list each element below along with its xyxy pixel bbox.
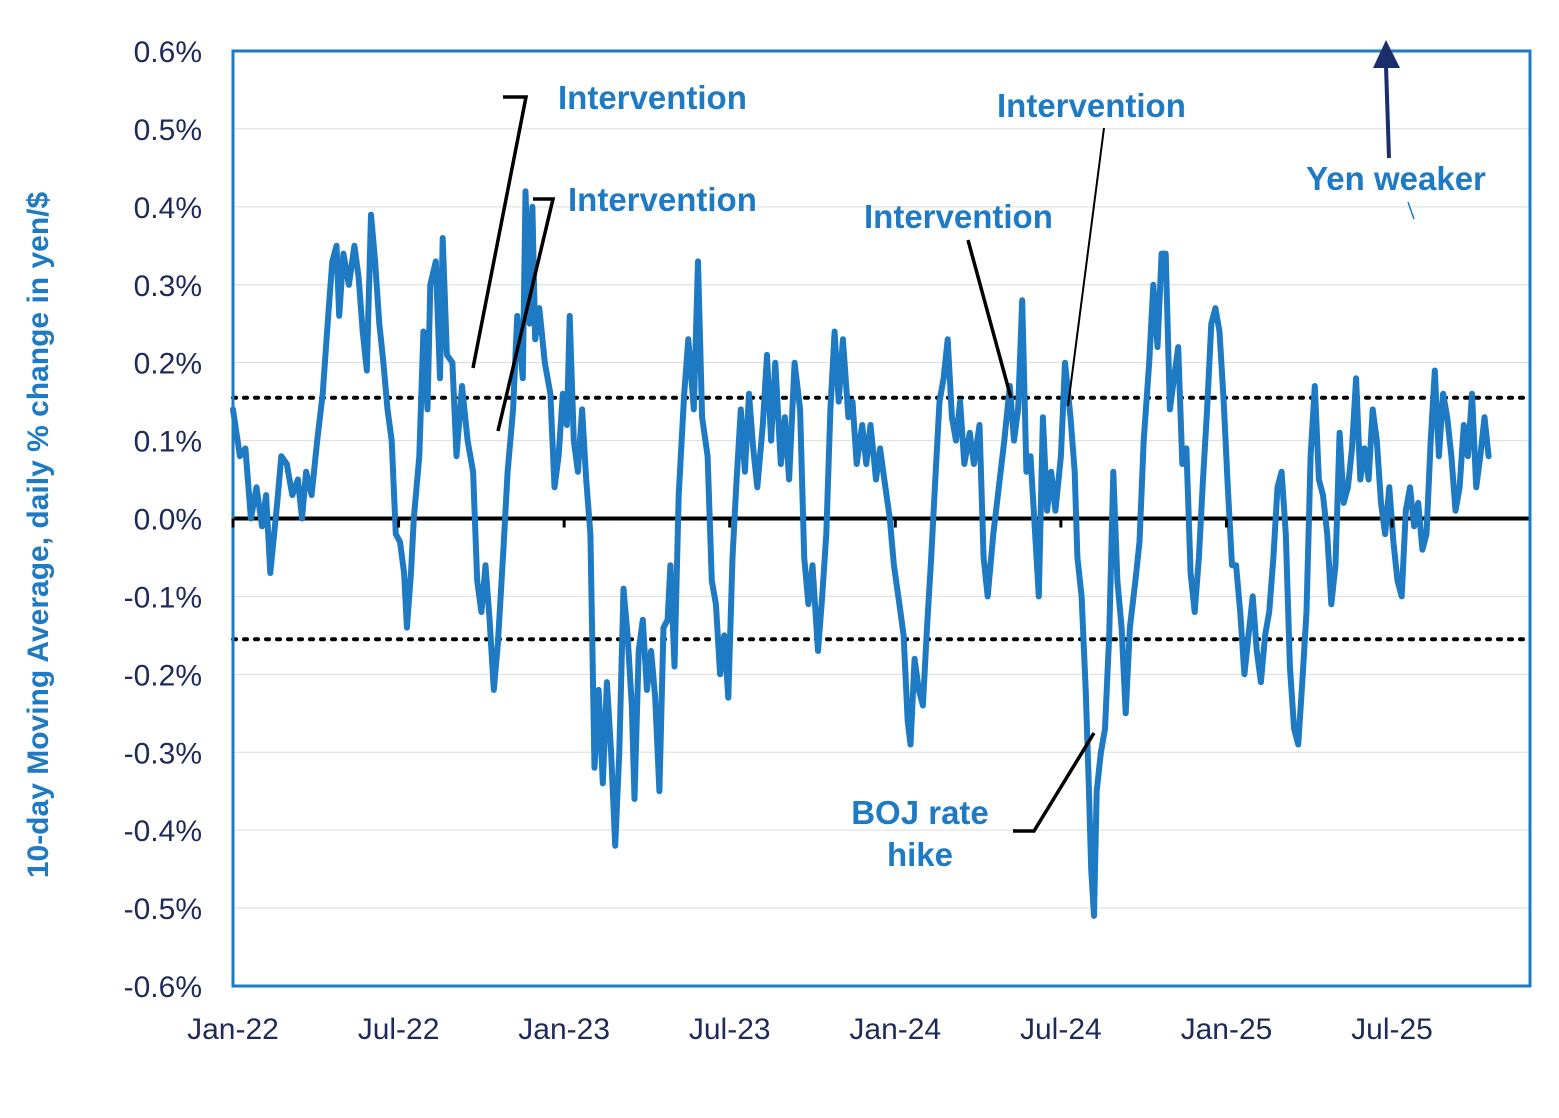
y-tick-label: -0.3% xyxy=(124,737,202,770)
annotation-boj-line1: BOJ rate xyxy=(851,794,989,831)
y-tick-label: -0.1% xyxy=(124,581,202,614)
y-tick-label: 0.4% xyxy=(134,192,202,225)
x-tick-label: Jan-23 xyxy=(518,1013,610,1046)
x-tick-label: Jan-22 xyxy=(187,1013,279,1046)
annotation-leader-2 xyxy=(496,197,556,432)
x-tick-label: Jul-24 xyxy=(1020,1013,1102,1046)
y-tick-label: -0.5% xyxy=(124,893,202,926)
yen-weaker-arrow-shaft xyxy=(1384,65,1391,159)
annotation-boj-line2: hike xyxy=(887,836,953,873)
y-tick-label: 0.2% xyxy=(134,348,202,381)
x-tick-label: Jul-23 xyxy=(689,1013,771,1046)
annotation-yen-weaker: Yen weaker xyxy=(1306,160,1486,197)
x-tick-label: Jul-25 xyxy=(1351,1013,1433,1046)
x-tick-label: Jan-25 xyxy=(1181,1013,1273,1046)
y-tick-label: -0.4% xyxy=(124,815,202,848)
x-tick-label: Jul-22 xyxy=(358,1013,440,1046)
annotation-leader-boj xyxy=(1013,732,1096,833)
annotation-leader-1 xyxy=(471,95,529,369)
series-group xyxy=(230,188,1492,919)
x-tick-labels: Jan-22 Jul-22 Jan-23 Jul-23 Jan-24 Jul-24 Jan-… xyxy=(187,518,1433,1046)
x-tick-label: Jan-24 xyxy=(849,1013,941,1046)
y-tick-label: -0.6% xyxy=(124,971,202,1004)
y-tick-label: 0.5% xyxy=(134,114,202,147)
y-axis-label: 10-day Moving Average, daily % change in… xyxy=(22,192,55,879)
y-tick-labels: 0.6% 0.5% 0.4% 0.3% 0.2% 0.1% 0.0% -0.1% -0.2% -0… xyxy=(124,36,202,1004)
y-tick-label: 0.0% xyxy=(134,504,202,537)
y-tick-label: 0.6% xyxy=(134,36,202,69)
annotation-intervention-3: Intervention xyxy=(864,198,1053,235)
annotation-leader-3 xyxy=(966,239,1013,399)
y-tick-label: -0.2% xyxy=(124,659,202,692)
y-tick-label: 0.3% xyxy=(134,270,202,303)
series-line xyxy=(230,188,1492,919)
annotation-intervention-2: Intervention xyxy=(568,181,757,218)
annotation-leader-4 xyxy=(1067,127,1105,407)
annotation-intervention-4: Intervention xyxy=(997,87,1186,124)
yen-weaker-tick xyxy=(1407,201,1415,220)
yen-weaker-arrow-head xyxy=(1373,40,1400,68)
annotation-intervention-1: Intervention xyxy=(558,79,747,116)
y-tick-label: 0.1% xyxy=(134,426,202,459)
